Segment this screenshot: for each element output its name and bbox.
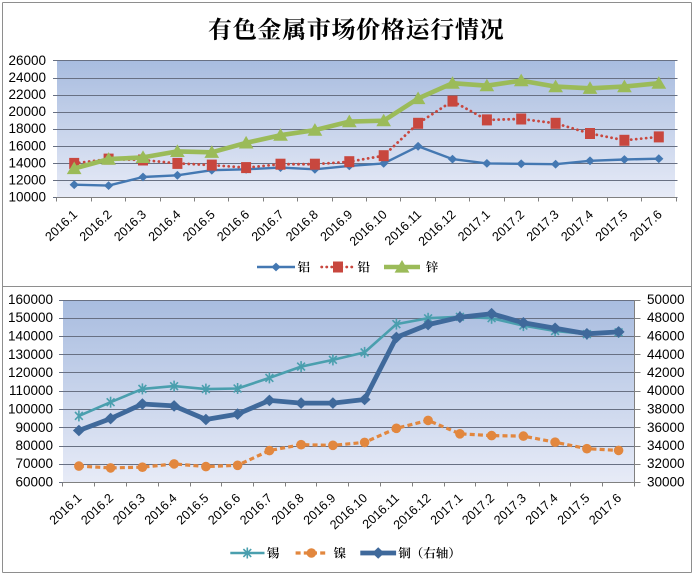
svg-text:42000: 42000 — [647, 365, 685, 380]
svg-text:100000: 100000 — [8, 402, 53, 417]
svg-text:12000: 12000 — [8, 172, 46, 187]
svg-text:60000: 60000 — [15, 475, 53, 490]
svg-text:34000: 34000 — [647, 438, 685, 453]
svg-text:44000: 44000 — [647, 347, 685, 362]
svg-text:110000: 110000 — [9, 383, 53, 398]
svg-text:18000: 18000 — [8, 121, 46, 136]
svg-text:26000: 26000 — [8, 53, 46, 68]
svg-text:140000: 140000 — [8, 329, 53, 344]
svg-text:10000: 10000 — [8, 190, 46, 205]
svg-text:70000: 70000 — [15, 456, 53, 471]
svg-text:32000: 32000 — [647, 456, 685, 471]
svg-text:40000: 40000 — [647, 383, 685, 398]
svg-text:50000: 50000 — [647, 292, 685, 307]
svg-text:30000: 30000 — [647, 475, 685, 490]
svg-text:16000: 16000 — [8, 138, 46, 153]
svg-text:14000: 14000 — [8, 155, 46, 170]
svg-text:150000: 150000 — [8, 310, 53, 325]
svg-text:80000: 80000 — [15, 438, 53, 453]
svg-text:22000: 22000 — [8, 87, 46, 102]
svg-text:160000: 160000 — [8, 292, 53, 307]
svg-text:36000: 36000 — [647, 420, 685, 435]
svg-text:20000: 20000 — [8, 104, 46, 119]
svg-text:130000: 130000 — [8, 347, 53, 362]
svg-text:38000: 38000 — [647, 402, 685, 417]
svg-text:90000: 90000 — [15, 420, 53, 435]
svg-text:24000: 24000 — [8, 70, 46, 85]
svg-text:120000: 120000 — [8, 365, 53, 380]
svg-text:48000: 48000 — [647, 310, 685, 325]
svg-text:46000: 46000 — [647, 329, 685, 344]
